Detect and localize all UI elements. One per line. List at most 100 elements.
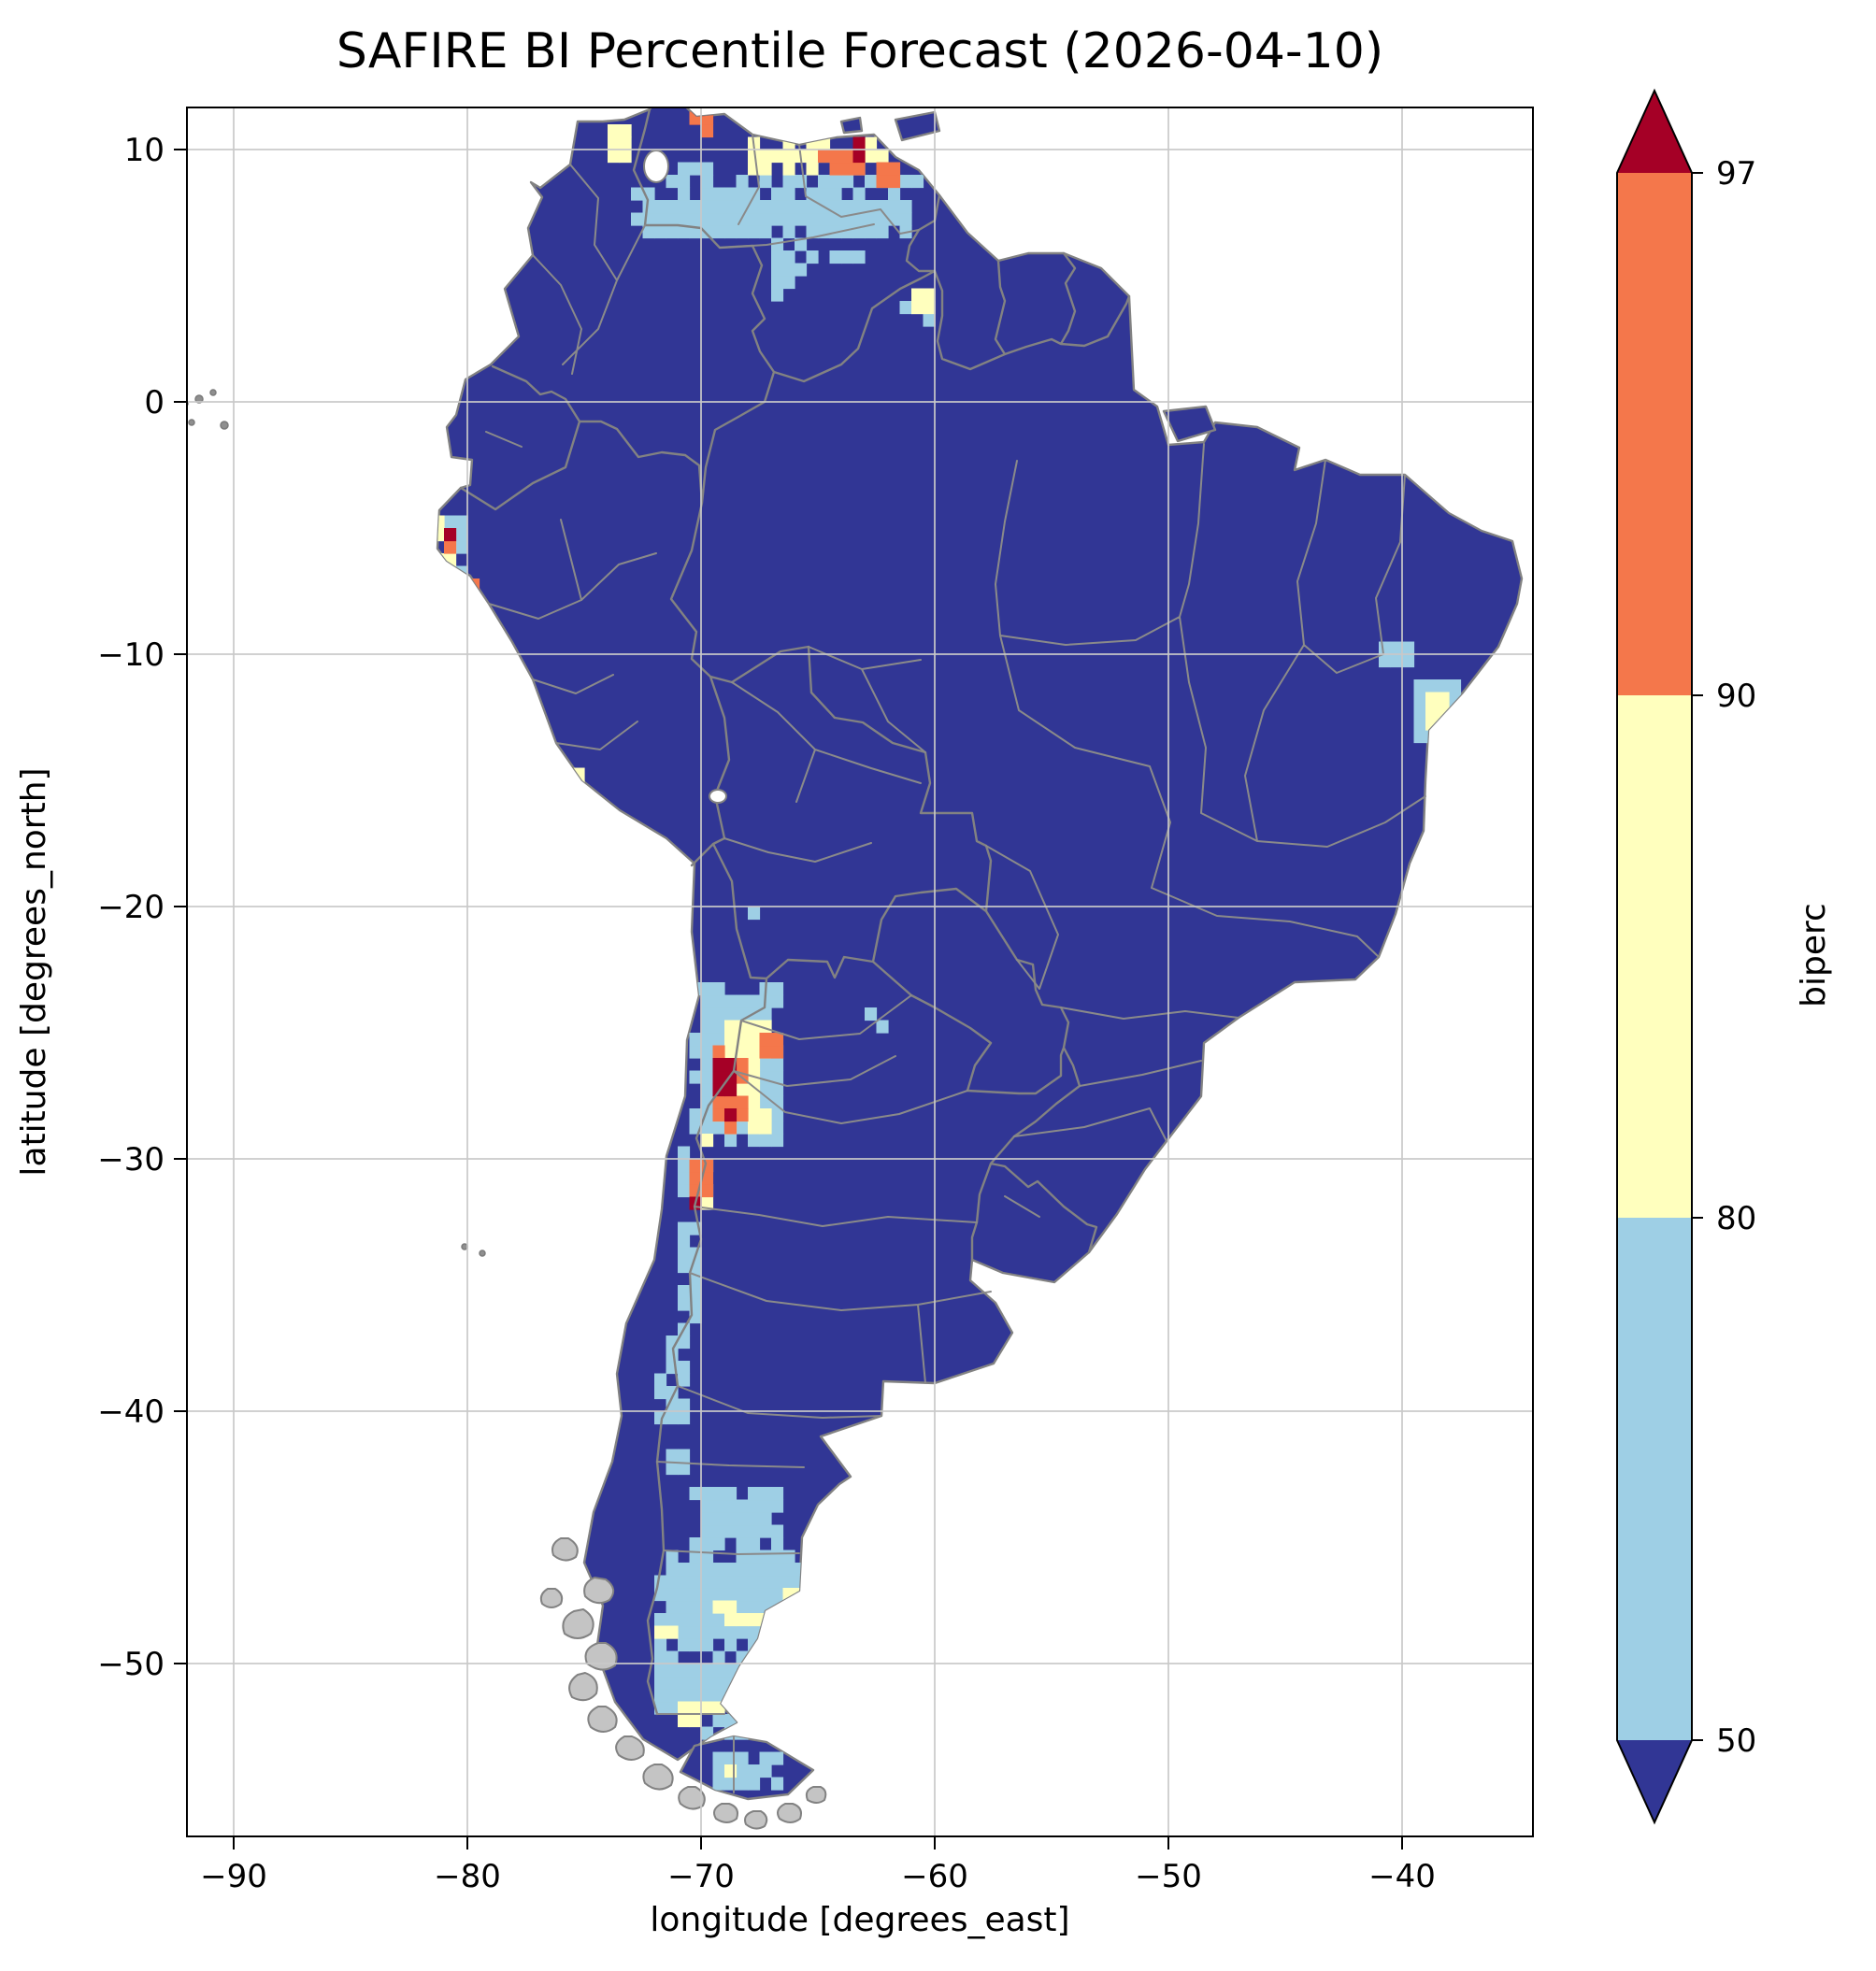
lake-maracaibo: [643, 150, 669, 183]
y-tick-label: −30: [97, 1141, 165, 1178]
heatmap-cell: [736, 1058, 749, 1072]
heatmap-cell: [748, 1058, 761, 1072]
heatmap-cell: [736, 1575, 749, 1589]
heatmap-cell: [888, 200, 901, 214]
heatmap-cell: [701, 1058, 714, 1072]
heatmap-cell: [771, 1083, 784, 1097]
heatmap-cell: [771, 1487, 784, 1501]
heatmap-cell: [631, 212, 644, 226]
heatmap-cell: [748, 1575, 761, 1589]
heatmap-cell: [689, 1638, 702, 1652]
colorbar-body: 97 90 80 50: [1616, 88, 1756, 1825]
colorbar-over-arrow: [1617, 91, 1692, 173]
x-tick-label: −50: [1135, 1858, 1202, 1895]
heatmap-cell: [771, 187, 784, 201]
heatmap-cell: [444, 540, 457, 554]
heatmap-cell: [899, 212, 912, 226]
heatmap-cell: [724, 1499, 738, 1513]
heatmap-cell: [701, 1600, 714, 1614]
heatmap-cell: [724, 1121, 738, 1135]
heatmap-cell: [888, 212, 901, 226]
heatmap-cell: [759, 1550, 772, 1564]
colorbar-under-arrow: [1617, 1740, 1692, 1822]
heatmap-cell: [701, 1196, 714, 1210]
heatmap-cell: [712, 1524, 725, 1538]
heatmap-cell: [678, 1563, 691, 1577]
heatmap-cell: [759, 1588, 772, 1602]
heatmap-cell: [678, 1184, 691, 1198]
heatmap-cell: [654, 1575, 667, 1589]
heatmap-cell: [923, 313, 936, 327]
heatmap-cell: [701, 200, 714, 214]
heatmap-cell: [771, 1563, 784, 1577]
heatmap-cell: [865, 1007, 878, 1021]
heatmap-cell: [724, 1638, 738, 1652]
heatmap-cell: [689, 1676, 702, 1690]
heatmap-cell: [701, 175, 714, 189]
heatmap-cell: [748, 1095, 761, 1109]
heatmap-cell: [771, 250, 784, 264]
heatmap-cell: [782, 200, 795, 214]
y-tick-label: −20: [97, 889, 165, 926]
heatmap-cell: [689, 1689, 702, 1703]
heatmap-cell: [666, 1701, 679, 1715]
colorbar-segment: [1617, 695, 1692, 1218]
heatmap-cell: [712, 1095, 725, 1109]
heatmap-cell: [841, 175, 854, 189]
heatmap-cell: [712, 1689, 725, 1703]
heatmap-cell: [654, 225, 667, 239]
heatmap-cell: [678, 225, 691, 239]
heatmap-cell: [759, 1108, 772, 1122]
heatmap-cell: [689, 1108, 702, 1122]
heatmap-cell: [748, 1134, 761, 1148]
heatmap-cell: [701, 1689, 714, 1703]
heatmap-cell: [689, 212, 702, 226]
heatmap-cell: [759, 1045, 772, 1059]
heatmap-cell: [701, 1020, 714, 1034]
heatmap-cell: [771, 1524, 784, 1538]
heatmap-cell: [736, 1108, 749, 1122]
heatmap-cell: [689, 1487, 702, 1501]
heatmap-cell: [666, 1625, 679, 1639]
heatmap-cell: [678, 1297, 691, 1311]
heatmap-cell: [678, 200, 691, 214]
heatmap-cell: [771, 1134, 784, 1148]
heatmap-cell: [724, 1575, 738, 1589]
heatmap-cell: [701, 1045, 714, 1059]
heatmap-cell: [654, 212, 667, 226]
heatmap-cell: [666, 212, 679, 226]
heatmap-cell: [701, 1007, 714, 1021]
y-tick-label: 10: [124, 132, 165, 169]
heatmap-cell: [678, 1159, 691, 1173]
heatmap-cell: [771, 1045, 784, 1059]
heatmap-cell: [666, 1650, 679, 1664]
heatmap-cell: [771, 1550, 784, 1564]
heatmap-cell: [724, 1007, 738, 1021]
heatmap-cell: [795, 200, 808, 214]
heatmap-cell: [712, 1563, 725, 1577]
heatmap-cell: [689, 1045, 702, 1059]
heatmap-cell: [748, 1499, 761, 1513]
heatmap-cell: [724, 1563, 738, 1577]
heatmap-cell: [701, 982, 714, 996]
heatmap-cell: [771, 1121, 784, 1135]
heatmap-cell: [829, 175, 842, 189]
heatmap-cell: [724, 1625, 738, 1639]
heatmap-cell: [771, 1777, 784, 1791]
x-tick-label: −90: [200, 1858, 267, 1895]
heatmap-cell: [724, 1777, 738, 1791]
heatmap-cell: [759, 1121, 772, 1135]
heatmap-cell: [689, 1664, 702, 1678]
heatmap-cell: [806, 200, 819, 214]
heatmap-cell: [712, 982, 725, 996]
borders-layer: [459, 107, 1426, 1793]
heatmap-cell: [724, 1045, 738, 1059]
heatmap-cell: [748, 1512, 761, 1526]
heatmap-cell: [1413, 692, 1426, 706]
heatmap-cell: [841, 150, 854, 164]
heatmap-cell: [852, 187, 866, 201]
heatmap-cell: [748, 1777, 761, 1791]
heatmap-cell: [712, 1676, 725, 1690]
heatmap-cell: [806, 212, 819, 226]
heatmap-cell: [724, 225, 738, 239]
